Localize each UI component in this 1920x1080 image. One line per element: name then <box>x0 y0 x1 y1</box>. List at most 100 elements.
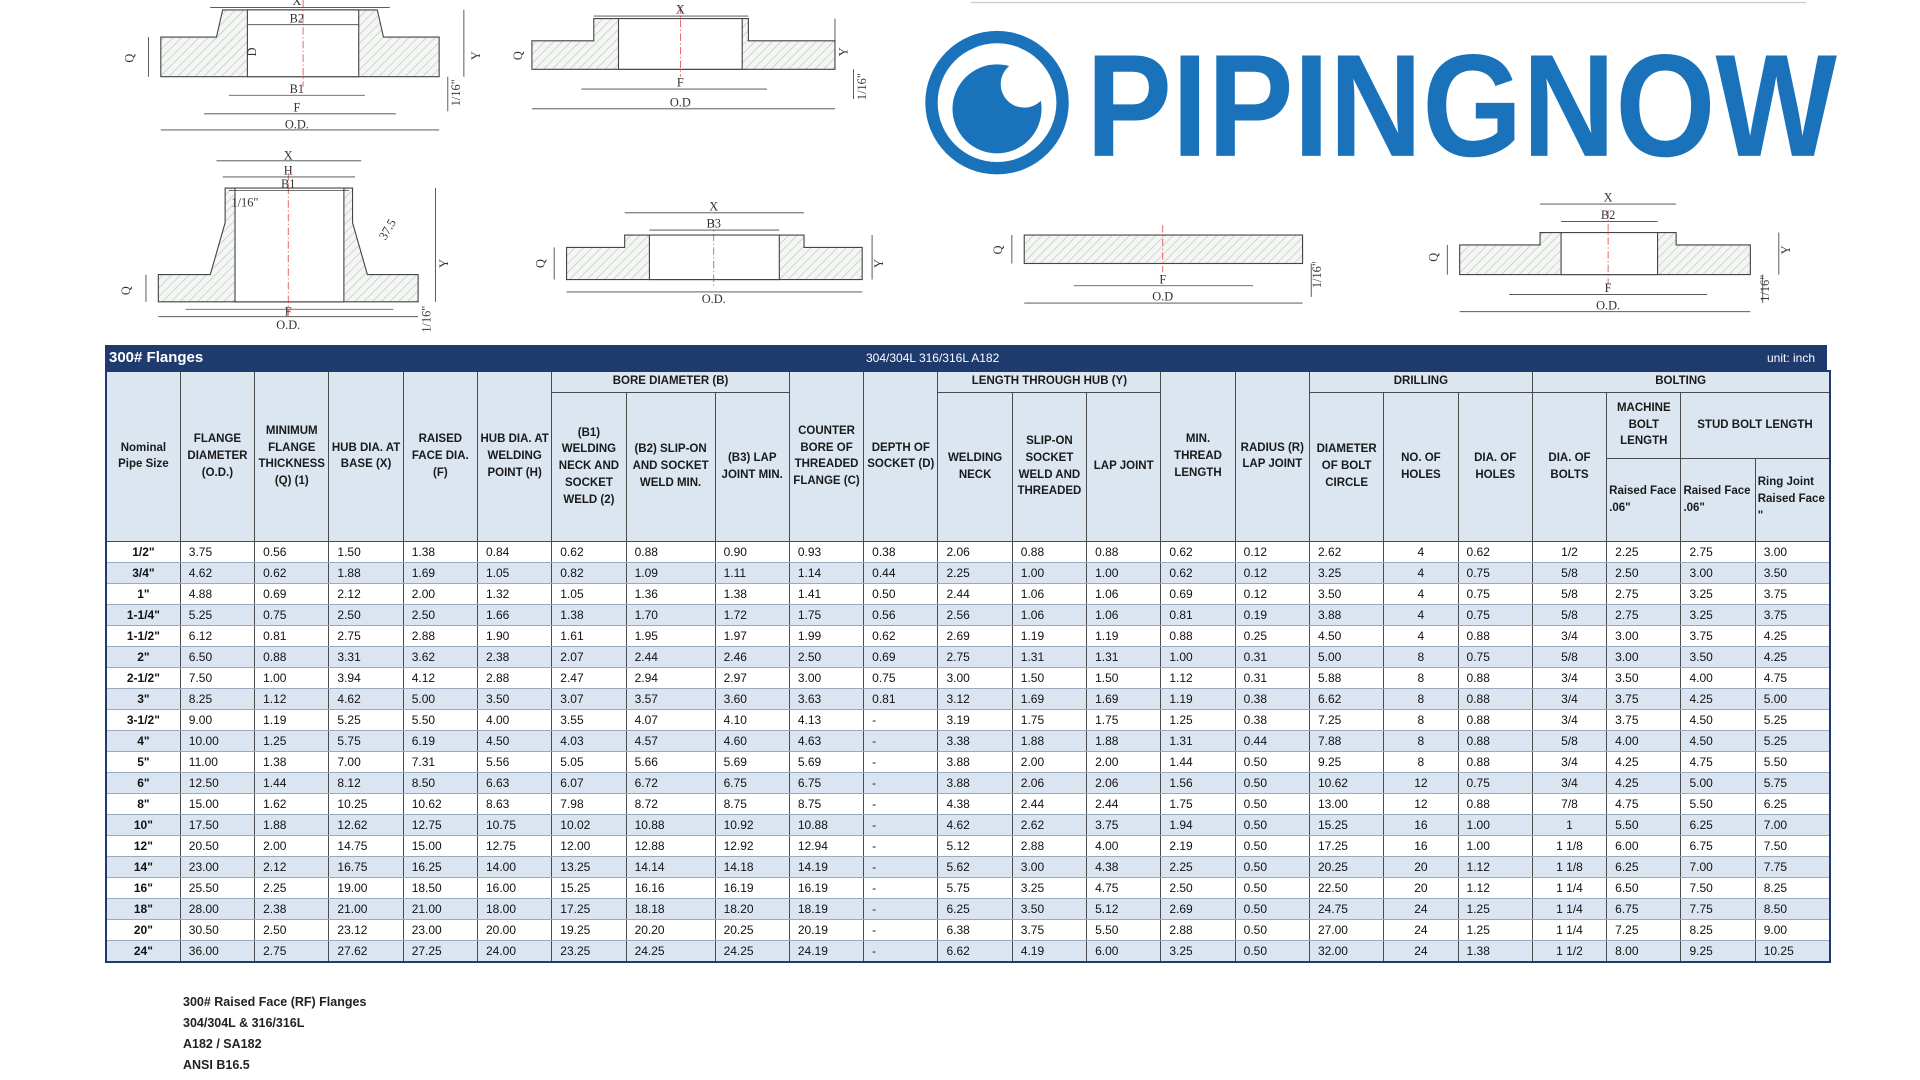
column-header: DEPTH OF SOCKET (D) <box>863 370 939 542</box>
table-cell: 0.62 <box>1457 541 1533 563</box>
table-cell: 8 <box>1383 688 1459 710</box>
table-cell: 16.16 <box>625 877 716 899</box>
table-cell: 3.00 <box>1606 625 1682 647</box>
table-cell: 5/8 <box>1531 562 1608 584</box>
table-cell: 0.88 <box>1457 667 1533 689</box>
table-cell: 4.63 <box>788 730 865 752</box>
table-cell: 0.81 <box>254 625 330 647</box>
table-cell: 1.75 <box>1086 709 1162 731</box>
column-header: MINIMUM FLANGE THICKNESS (Q) (1) <box>254 370 330 542</box>
table-cell: 9.25 <box>1308 751 1385 773</box>
table-cell: 7.50 <box>179 667 256 689</box>
table-cell: 5/8 <box>1531 583 1608 605</box>
drawing-label: Y <box>437 259 451 268</box>
table-cell: 0.56 <box>863 604 939 626</box>
table-cell: 3.25 <box>1160 940 1236 962</box>
table-cell: 3/4 <box>1531 688 1608 710</box>
note-line: 300# Raised Face (RF) Flanges <box>183 995 367 1009</box>
table-cell: 20 <box>1383 856 1459 878</box>
table-cell: 3.55 <box>551 709 627 731</box>
table-cell: 1.19 <box>1160 688 1236 710</box>
row-header: 14" <box>105 856 181 878</box>
table-cell: 7.00 <box>1680 856 1756 878</box>
table-cell: 3/4 <box>1531 751 1608 773</box>
table-cell: 10.75 <box>476 814 553 836</box>
table-cell: 6.25 <box>1606 856 1682 878</box>
table-cell: 4.13 <box>788 709 865 731</box>
table-cell: 2.94 <box>625 667 716 689</box>
drawing-label: X <box>292 0 301 8</box>
table-cell: 2.46 <box>714 646 790 668</box>
table-cell: 2.56 <box>937 604 1013 626</box>
table-cell: - <box>863 751 939 773</box>
table-cell: 20.20 <box>625 919 716 941</box>
table-cell: 2.88 <box>1011 835 1088 857</box>
table-cell: 8 <box>1383 667 1459 689</box>
table-cell: 2.25 <box>1160 856 1236 878</box>
table-cell: 10.62 <box>1308 772 1385 794</box>
table-cell: 6.50 <box>1606 877 1682 899</box>
table-cell: 5.69 <box>714 751 790 773</box>
table-cell: 2.38 <box>254 898 330 920</box>
table-cell: 8.75 <box>714 793 790 815</box>
table-cell: 1.36 <box>625 583 716 605</box>
drawing: X H B1 1/16" 37.5 Q Y F O.D. 1/16" <box>119 149 451 333</box>
table-cell: 1.19 <box>254 709 330 731</box>
sub-column-header: Raised Face .06" <box>1680 457 1756 542</box>
table-cell: 6.25 <box>1754 793 1831 815</box>
table-cell: 3.60 <box>714 688 790 710</box>
drawing-label: B1 <box>290 82 304 96</box>
table-cell: 6.62 <box>1308 688 1385 710</box>
row-header: 8" <box>105 793 181 815</box>
table-cell: 3.00 <box>937 667 1013 689</box>
table-cell: 6.50 <box>179 646 256 668</box>
table-cell: 4.88 <box>179 583 256 605</box>
table-cell: 12.88 <box>625 835 716 857</box>
table-cell: 2.06 <box>1011 772 1088 794</box>
table-cell: 3.07 <box>551 688 627 710</box>
drawing-label: H <box>284 163 293 177</box>
table-cell: 1.50 <box>328 541 404 563</box>
table-cell: 1.70 <box>625 604 716 626</box>
table-cell: 4.62 <box>328 688 404 710</box>
table-cell: 2.50 <box>1160 877 1236 899</box>
table-cell: 17.50 <box>179 814 256 836</box>
table-row: 18" 28.00 2.38 21.00 21.00 18.00 17.25 18.18 18.… <box>105 898 1831 920</box>
table-cell: 3.38 <box>937 730 1013 752</box>
column-header: HUB DIA. AT BASE (X) <box>328 370 404 542</box>
table-cell: 7.88 <box>1308 730 1385 752</box>
table-cell: 3.31 <box>328 646 404 668</box>
table-cell: 2.44 <box>937 583 1013 605</box>
table-cell: 8 <box>1383 646 1459 668</box>
table-cell: 7.31 <box>402 751 478 773</box>
table-cell: 1.94 <box>1160 814 1236 836</box>
column-header: STUD BOLT LENGTH <box>1680 391 1831 459</box>
table-cell: 22.50 <box>1308 877 1385 899</box>
table-cell: 3.50 <box>1754 562 1831 584</box>
table-cell: 6.12 <box>179 625 256 647</box>
table-row: 8" 15.00 1.62 10.25 10.62 8.63 7.98 8.72 8.75 8.7… <box>105 793 1831 815</box>
table-cell: 0.88 <box>1457 730 1533 752</box>
column-header: (B2) SLIP-ON AND SOCKET WELD MIN. <box>625 391 716 542</box>
table-row: 10" 17.50 1.88 12.62 12.75 10.75 10.02 10.88 10.… <box>105 814 1831 836</box>
drawing-label: 1/16" <box>419 306 433 333</box>
table-cell: 2.12 <box>328 583 404 605</box>
table-cell: 2.25 <box>1606 541 1682 563</box>
flange-table: Nominal Pipe Size FLANGE DIAMETER (O.D.)… <box>105 370 1831 963</box>
table-cell: 4.19 <box>1011 940 1088 962</box>
row-header: 1-1/4" <box>105 604 181 626</box>
table-cell: 15.25 <box>551 877 627 899</box>
table-cell: 1.97 <box>714 625 790 647</box>
table-cell: 3.00 <box>1754 541 1831 563</box>
table-cell: 15.25 <box>1308 814 1385 836</box>
table-cell: 24.00 <box>476 940 553 962</box>
table-cell: 4.60 <box>714 730 790 752</box>
drawing-label: F <box>293 100 300 114</box>
table-cell: 6.00 <box>1606 835 1682 857</box>
table-cell: 5.50 <box>1606 814 1682 836</box>
table-cell: 2.00 <box>402 583 478 605</box>
table-cell: 8.63 <box>476 793 553 815</box>
table-cell: 3.25 <box>1680 583 1756 605</box>
drawing-label: F <box>1605 281 1612 295</box>
table-cell: 24.75 <box>1308 898 1385 920</box>
